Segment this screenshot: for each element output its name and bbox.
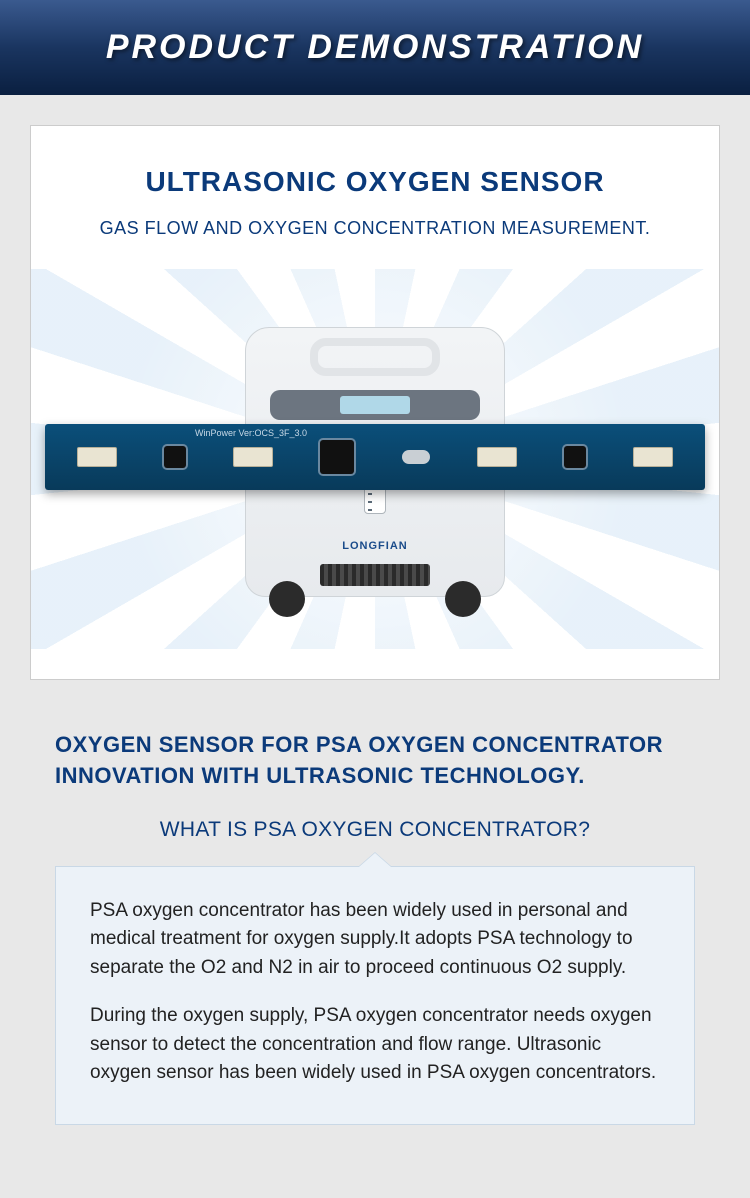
card-title: ULTRASONIC OXYGEN SENSOR <box>31 166 719 198</box>
pcb-version-label: WinPower Ver:OCS_3F_3.0 <box>195 428 307 438</box>
info-callout-box: PSA oxygen concentrator has been widely … <box>55 866 695 1125</box>
section-title-line2: INNOVATION WITH ULTRASONIC TECHNOLOGY. <box>55 763 585 788</box>
pcb-connector-icon <box>477 447 517 467</box>
sensor-pcb-board: WinPower Ver:OCS_3F_3.0 <box>45 424 705 490</box>
info-paragraph: During the oxygen supply, PSA oxygen con… <box>90 1002 660 1088</box>
pcb-chip-icon <box>320 440 354 474</box>
banner-title: PRODUCT DEMONSTRATION <box>106 28 644 67</box>
banner: PRODUCT DEMONSTRATION <box>0 0 750 95</box>
device-screen <box>340 396 410 414</box>
card-subtitle: GAS FLOW AND OXYGEN CONCENTRATION MEASUR… <box>31 218 719 239</box>
pcb-chip-icon <box>564 446 586 468</box>
device-vent <box>320 564 430 586</box>
product-card: ULTRASONIC OXYGEN SENSOR GAS FLOW AND OX… <box>30 125 720 680</box>
device-brand-label: LONGFIAN <box>246 540 504 552</box>
pcb-connector-icon <box>633 447 673 467</box>
product-illustration: LONGFIAN WinPower Ver:OCS_3F_3.0 <box>31 269 719 649</box>
device-handle <box>310 338 440 376</box>
device-wheel-right <box>445 581 481 617</box>
info-paragraph: PSA oxygen concentrator has been widely … <box>90 897 660 983</box>
pcb-crystal-icon <box>402 450 430 464</box>
section-subtitle: WHAT IS PSA OXYGEN CONCENTRATOR? <box>55 818 695 842</box>
device-wheel-left <box>269 581 305 617</box>
pcb-chip-icon <box>164 446 186 468</box>
pcb-connector-icon <box>233 447 273 467</box>
description-section: OXYGEN SENSOR FOR PSA OXYGEN CONCENTRATO… <box>0 710 750 1165</box>
section-title: OXYGEN SENSOR FOR PSA OXYGEN CONCENTRATO… <box>55 730 695 792</box>
device-control-panel <box>270 390 480 420</box>
section-title-line1: OXYGEN SENSOR FOR PSA OXYGEN CONCENTRATO… <box>55 732 663 757</box>
pcb-connector-icon <box>77 447 117 467</box>
page-root: PRODUCT DEMONSTRATION ULTRASONIC OXYGEN … <box>0 0 750 1165</box>
